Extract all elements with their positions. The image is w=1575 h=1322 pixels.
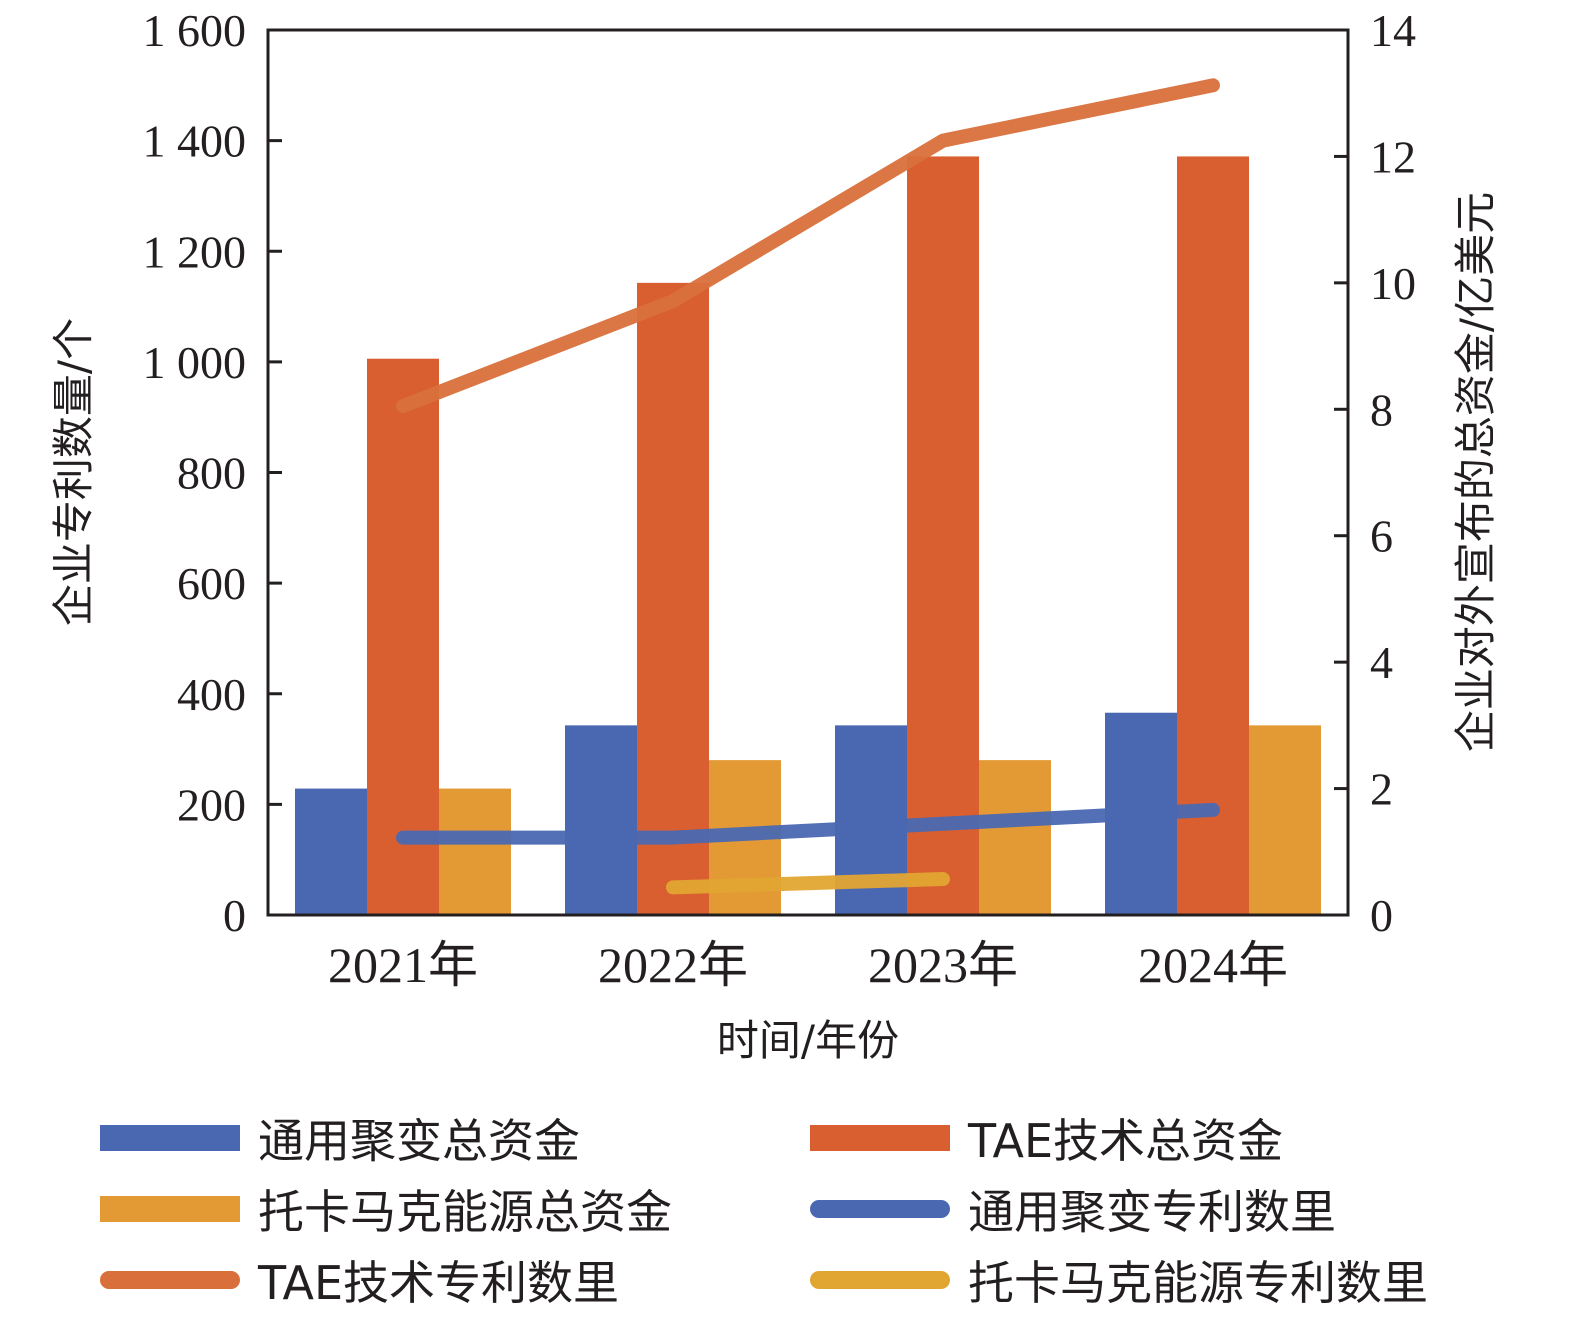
right-tick-label: 6 xyxy=(1370,511,1393,562)
x-axis: 2021年 2022年 2023年 2024年 xyxy=(328,937,1288,993)
legend-label: TAE技术总资金 xyxy=(968,1114,1284,1168)
x-tick-label: 2021年 xyxy=(328,937,478,993)
left-tick-label: 1 200 xyxy=(143,226,247,277)
left-tick-label: 200 xyxy=(177,779,246,830)
legend-label: 托卡马克能源总资金 xyxy=(258,1185,672,1239)
x-tick-label: 2023年 xyxy=(868,937,1018,993)
right-y-axis: 0 2 4 6 8 10 12 14 xyxy=(1334,5,1416,941)
bar-tae-1 xyxy=(367,358,439,915)
legend-swatch xyxy=(100,1196,240,1222)
legend-swatch xyxy=(810,1200,950,1218)
legend-item-tokamak-energy-funding: 托卡马克能源总资金 xyxy=(100,1179,672,1239)
left-tick-label: 800 xyxy=(177,448,246,499)
right-tick-label: 2 xyxy=(1370,764,1393,815)
line-general-fusion-patents xyxy=(396,802,1220,845)
legend-item-tae-funding: TAE技术总资金 xyxy=(810,1108,1283,1168)
chart: 0 200 400 600 800 1 000 1 200 1 400 1 600 0 2 4 6 8 1… xyxy=(49,5,1500,1065)
right-axis-title: 企业对外宣布的总资金/亿美元 xyxy=(1451,192,1500,752)
legend-item-tokamak-energy-patents: 托卡马克能源专利数里 xyxy=(810,1250,1428,1310)
x-tick-label: 2022年 xyxy=(598,937,748,993)
right-tick-label: 8 xyxy=(1370,384,1393,435)
legend-label: 托卡马克能源专利数里 xyxy=(968,1256,1428,1310)
legend-item-general-fusion-funding: 通用聚变总资金 xyxy=(100,1108,580,1168)
right-tick-label: 12 xyxy=(1370,131,1416,182)
legend-swatch xyxy=(810,1125,950,1151)
bar-general-fusion-1 xyxy=(295,788,367,915)
bar-tokamak-energy-3 xyxy=(979,760,1051,915)
bar-tae-4 xyxy=(1177,156,1249,915)
legend-swatch xyxy=(810,1271,950,1289)
left-tick-label: 600 xyxy=(177,558,246,609)
left-axis-title: 企业专利数量/个 xyxy=(49,318,98,626)
bar-tokamak-energy-4 xyxy=(1249,725,1321,915)
left-y-axis: 0 200 400 600 800 1 000 1 200 1 400 1 600 xyxy=(143,5,282,941)
right-tick-label: 4 xyxy=(1370,637,1393,688)
right-tick-label: 14 xyxy=(1370,5,1416,56)
legend: 通用聚变总资金 TAE技术总资金 托卡马克能源总资金 通用聚变专利数里 TAE技… xyxy=(0,1100,1575,1322)
legend-item-tae-patents: TAE技术专利数里 xyxy=(100,1250,619,1310)
legend-item-general-fusion-patents: 通用聚变专利数里 xyxy=(810,1179,1336,1239)
legend-label: TAE技术专利数里 xyxy=(258,1256,620,1310)
left-tick-label: 0 xyxy=(223,890,246,941)
left-tick-label: 1 400 xyxy=(143,116,247,167)
x-tick-label: 2024年 xyxy=(1138,937,1288,993)
line-tokamak-energy-patents xyxy=(666,872,950,895)
bar-tae-2 xyxy=(637,282,709,915)
bar-general-fusion-2 xyxy=(565,725,637,915)
left-tick-label: 1 000 xyxy=(143,337,247,388)
legend-swatch xyxy=(100,1125,240,1151)
bar-tokamak-energy-1 xyxy=(439,788,511,915)
right-tick-label: 0 xyxy=(1370,890,1393,941)
plot-frame xyxy=(266,28,1350,917)
line-tae-patents xyxy=(396,78,1220,414)
right-tick-label: 10 xyxy=(1370,258,1416,309)
x-axis-title: 时间/年份 xyxy=(717,1016,899,1065)
left-tick-label: 1 600 xyxy=(143,5,247,56)
left-tick-label: 400 xyxy=(177,669,246,720)
legend-swatch xyxy=(100,1271,240,1289)
legend-label: 通用聚变总资金 xyxy=(258,1114,580,1168)
plot-area xyxy=(295,78,1321,915)
legend-label: 通用聚变专利数里 xyxy=(968,1185,1336,1239)
bar-tae-3 xyxy=(907,156,979,915)
